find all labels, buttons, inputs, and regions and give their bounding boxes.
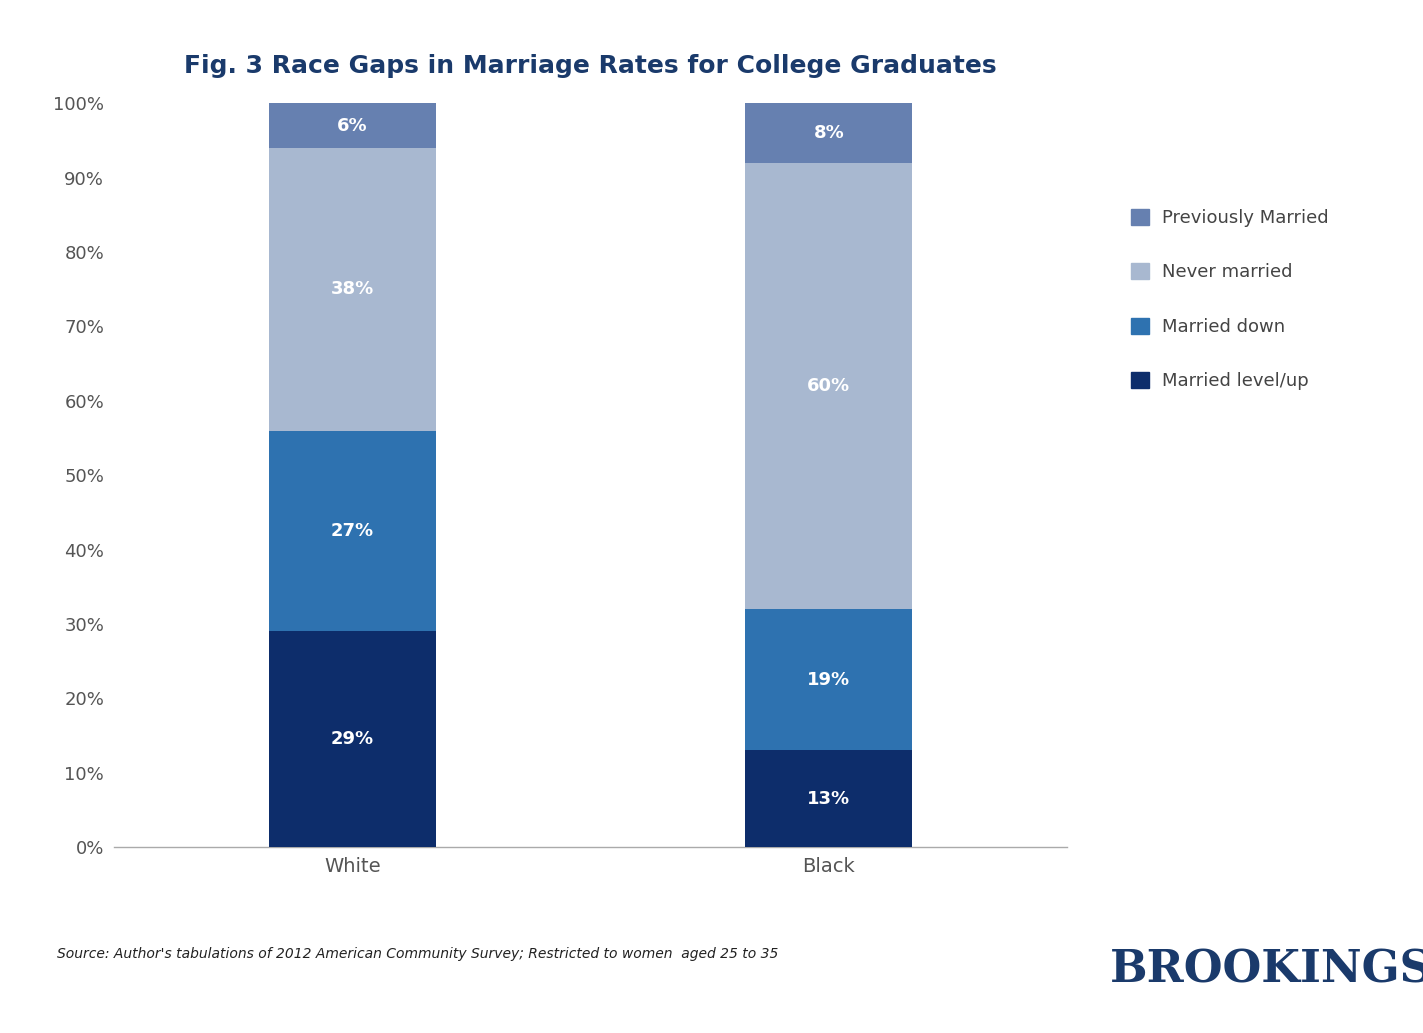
Bar [269,148,435,431]
Text: BROOKINGS: BROOKINGS [1110,948,1423,992]
Text: 27%: 27% [330,522,374,540]
Bar [746,609,912,750]
Text: 29%: 29% [330,730,374,748]
Bar [746,750,912,847]
Text: 38%: 38% [330,280,374,299]
Text: 13%: 13% [807,789,851,808]
Title: Fig. 3 Race Gaps in Marriage Rates for College Graduates: Fig. 3 Race Gaps in Marriage Rates for C… [184,54,998,77]
Bar [746,103,912,163]
Bar [269,431,435,631]
Text: 8%: 8% [814,124,844,143]
Text: Source: Author's tabulations of 2012 American Community Survey; Restricted to wo: Source: Author's tabulations of 2012 Ame… [57,946,778,961]
Bar [269,631,435,847]
Text: 19%: 19% [807,670,851,689]
Legend: Previously Married, Never married, Married down, Married level/up: Previously Married, Never married, Marri… [1124,201,1336,398]
Bar [746,163,912,609]
Text: 6%: 6% [337,117,367,134]
Bar [269,103,435,148]
Text: 60%: 60% [807,377,851,395]
